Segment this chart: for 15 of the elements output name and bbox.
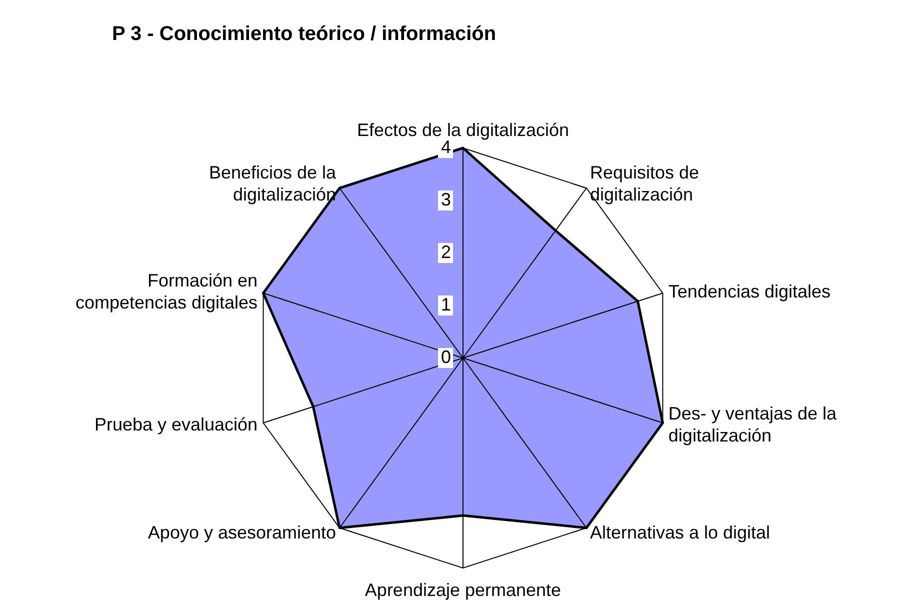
spoke-label: Prueba y evaluación bbox=[94, 414, 258, 435]
spoke-label: Apoyo y asesoramiento bbox=[148, 522, 336, 543]
spoke-label: Beneficios de la digitalización bbox=[208, 162, 338, 204]
y-tick-label: 3 bbox=[440, 189, 451, 210]
y-tick-label: 2 bbox=[440, 242, 451, 262]
spoke-label: Alternativas a lo digital bbox=[590, 522, 770, 543]
chart-title: P 3 - Conocimiento teórico / información bbox=[112, 23, 496, 45]
spoke-label: Formación en competencias digitales bbox=[75, 270, 258, 312]
y-tick-label: 4 bbox=[440, 136, 451, 157]
y-tick-label: 1 bbox=[440, 294, 451, 314]
spoke-label: Aprendizaje permanente bbox=[364, 580, 562, 600]
y-tick-label: 0 bbox=[440, 346, 451, 367]
spoke-label: Tendencias digitales bbox=[668, 281, 831, 302]
spoke-label: Requisitos de digitalización bbox=[590, 162, 700, 204]
spoke-label: Des- y ventajas de la digitalización bbox=[668, 404, 838, 446]
